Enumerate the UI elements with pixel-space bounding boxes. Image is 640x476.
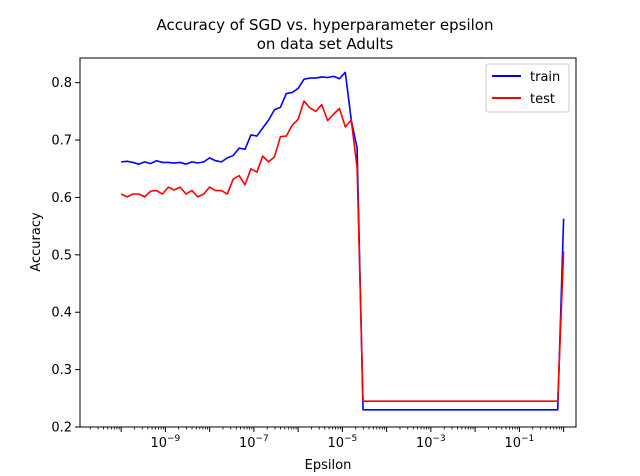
y-axis-label: Accuracy	[29, 212, 44, 272]
legend: train test	[485, 63, 570, 113]
y-tick-label: 0.5	[51, 248, 72, 263]
series-line-test	[120, 100, 565, 402]
y-tick-label: 0.8	[51, 76, 72, 91]
chart-title-line2: on data set Adults	[257, 35, 394, 53]
x-tick-label: 10−7	[239, 434, 269, 451]
y-axis: 0.2 0.3 0.4 0.5 0.6 0.7 0.8	[51, 76, 80, 436]
y-tick-label: 0.2	[51, 421, 72, 436]
y-tick-label: 0.7	[51, 134, 72, 149]
x-tick-label: 10−3	[416, 434, 446, 451]
x-tick-label: 10−1	[504, 434, 534, 451]
x-tick-label: 10−9	[150, 434, 180, 451]
chart-title-line1: Accuracy of SGD vs. hyperparameter epsil…	[156, 16, 493, 34]
legend-label-train: train	[530, 70, 560, 85]
y-tick-label: 0.3	[51, 363, 72, 378]
plot-area	[79, 57, 577, 428]
x-axis: 10−9 10−7 10−5 10−3 10−1	[89, 427, 565, 451]
x-axis-label: Epsilon	[305, 458, 352, 473]
legend-label-test: test	[530, 92, 555, 107]
y-tick-label: 0.4	[51, 306, 72, 321]
series-layer	[120, 71, 565, 411]
series-line-train	[121, 71, 565, 411]
x-tick-label: 10−5	[327, 434, 357, 451]
y-tick-label: 0.6	[51, 191, 72, 206]
